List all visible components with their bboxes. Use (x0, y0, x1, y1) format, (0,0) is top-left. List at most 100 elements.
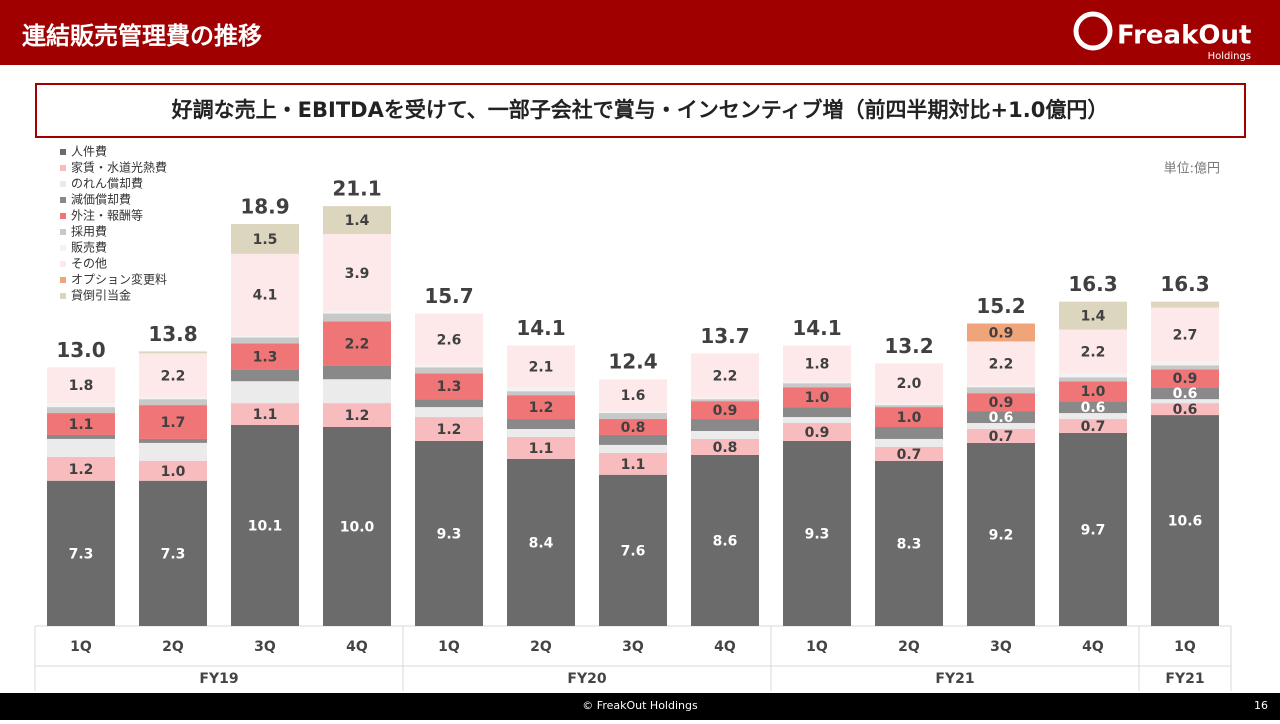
value-label: 2.2 (989, 356, 1014, 372)
legend-swatch (60, 197, 66, 203)
bar-segment (47, 456, 115, 481)
value-label: 1.4 (1081, 309, 1106, 325)
legend-label: 人件費 (71, 144, 107, 159)
legend-label: 貸倒引当金 (71, 288, 131, 303)
bar-segment (783, 417, 851, 424)
value-label: 1.0 (161, 464, 186, 480)
bar-segment (47, 434, 115, 439)
value-label: 1.8 (69, 378, 94, 394)
legend-label: 外注・報酬等 (71, 208, 143, 223)
footer-band (0, 693, 1280, 720)
legend-swatch (60, 277, 66, 283)
bar-segment (507, 391, 575, 396)
bar-segment (47, 480, 115, 626)
total-label: 13.2 (884, 334, 933, 358)
value-label: 0.9 (989, 325, 1014, 341)
value-label: 0.9 (805, 425, 830, 441)
x-tick-label: 3Q (990, 639, 1012, 655)
total-label: 14.1 (792, 316, 841, 340)
bar-segment (783, 387, 851, 408)
bar-segment (1151, 361, 1219, 366)
value-label: 1.2 (529, 400, 554, 416)
bar-segment (967, 393, 1035, 412)
value-label: 9.2 (989, 527, 1014, 543)
value-label: 2.1 (529, 359, 554, 375)
bar-segment (691, 353, 759, 398)
legend-label: オプション変更料 (71, 272, 167, 287)
bar-segment (783, 383, 851, 388)
bar-segment (599, 474, 667, 626)
value-label: 0.7 (989, 429, 1014, 445)
bar-segment (599, 411, 667, 414)
bar-segment (967, 341, 1035, 386)
bar-segment (1059, 377, 1127, 382)
value-label: 1.1 (529, 441, 554, 457)
value-label: 8.6 (713, 533, 738, 549)
x-tick-label: 2Q (530, 639, 552, 655)
bar-segment (1151, 307, 1219, 362)
value-label: 0.8 (713, 440, 738, 456)
bar-segment (323, 321, 391, 366)
bar-segment (599, 379, 667, 412)
bar-segment (139, 399, 207, 406)
page-number: 16 (1254, 699, 1268, 712)
x-tick-label: 3Q (622, 639, 644, 655)
bar-segment (875, 403, 943, 406)
value-label: 1.0 (897, 410, 922, 426)
bar-segment (1151, 301, 1219, 308)
value-label: 1.1 (69, 417, 94, 433)
bar-segment (415, 365, 483, 368)
bar-segment (231, 343, 299, 370)
bar-segment (1059, 373, 1127, 378)
bar-segment (599, 419, 667, 435)
bar-segment (231, 381, 299, 404)
bar-segment (231, 403, 299, 426)
bar-segment (599, 444, 667, 453)
bar-segment (875, 405, 943, 408)
bar-segment (691, 454, 759, 626)
total-label: 18.9 (240, 195, 289, 219)
total-label: 15.2 (976, 294, 1025, 318)
bar-segment (967, 411, 1035, 424)
bar-segment (1059, 401, 1127, 414)
bar-segment (47, 407, 115, 414)
value-label: 9.3 (805, 526, 830, 542)
value-label: 1.3 (253, 349, 278, 365)
value-label: 1.6 (621, 388, 646, 404)
value-label: 1.0 (805, 390, 830, 406)
bar-segment (783, 423, 851, 441)
total-label: 15.7 (424, 284, 473, 308)
value-label: 3.9 (345, 266, 370, 282)
value-label: 1.1 (253, 407, 278, 423)
subtitle-box (35, 83, 1246, 138)
bar-segment (875, 460, 943, 626)
unit-label: 単位:億円 (1164, 161, 1220, 177)
legend-label: 採用費 (71, 224, 107, 239)
legend-swatch (60, 213, 66, 219)
group-label: FY19 (199, 671, 238, 687)
bar-segment (231, 369, 299, 382)
value-label: 2.2 (345, 336, 370, 352)
total-label: 21.1 (332, 177, 381, 201)
subtitle: 好調な売上・EBITDAを受けて、一部子会社で賞与・インセンティブ増（前四半期対… (171, 98, 1109, 122)
value-label: 8.3 (897, 536, 922, 552)
total-label: 16.3 (1068, 272, 1117, 296)
x-tick-label: 1Q (806, 639, 828, 655)
legend-swatch (60, 229, 66, 235)
bar-segment (967, 387, 1035, 394)
bar-segment (323, 313, 391, 322)
value-label: 2.2 (713, 368, 738, 384)
value-label: 1.3 (437, 379, 462, 395)
bar-segment (415, 440, 483, 626)
bar-segment (507, 387, 575, 392)
bar-segment (1151, 403, 1219, 416)
bar-segment (415, 367, 483, 374)
value-label: 8.4 (529, 535, 554, 551)
bar-segment (691, 401, 759, 420)
value-label: 10.1 (248, 519, 283, 535)
value-label: 10.0 (340, 520, 375, 536)
legend-label: 家賃・水道光熱費 (71, 160, 167, 175)
bar-segment (967, 423, 1035, 429)
logo: FreakOut (1117, 21, 1251, 51)
value-label: 0.6 (989, 410, 1014, 426)
